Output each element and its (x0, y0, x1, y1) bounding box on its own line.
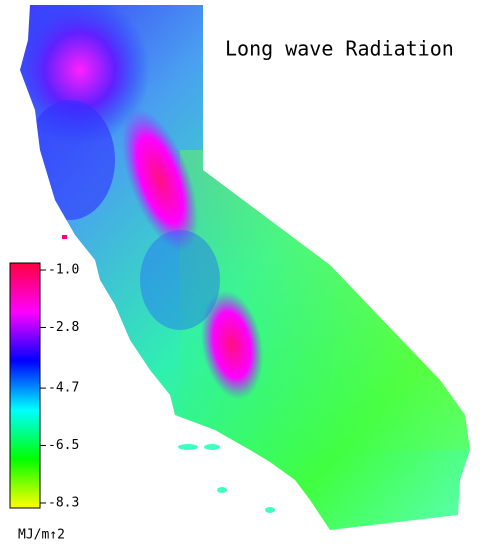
colorbar-tick-label: -4.7 (48, 381, 79, 396)
colorbar-tick-label: -1.0 (48, 263, 79, 278)
islands (62, 235, 275, 513)
colorbar-tick-label: -6.5 (48, 438, 79, 453)
colorbar-ramp (9, 262, 41, 509)
map-title: Long wave Radiation (225, 37, 454, 61)
colorbar-tick-label: -8.3 (48, 496, 79, 511)
colorbar: -1.0 -2.8 -4.7 -6.5 -8.3 (9, 262, 79, 511)
colorbar-unit: MJ/m↑2 (18, 528, 65, 543)
colorbar-tick-label: -2.8 (48, 320, 79, 335)
